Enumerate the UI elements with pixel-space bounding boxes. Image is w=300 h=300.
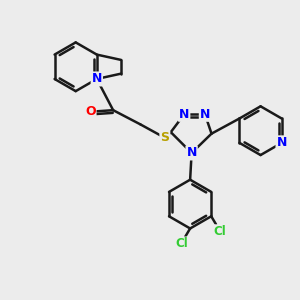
- Text: Cl: Cl: [176, 237, 188, 250]
- Text: O: O: [85, 105, 96, 118]
- Text: N: N: [277, 136, 287, 149]
- Text: N: N: [186, 146, 197, 160]
- Text: S: S: [160, 131, 169, 144]
- Text: N: N: [200, 108, 210, 121]
- Text: N: N: [179, 108, 189, 121]
- Text: N: N: [92, 73, 102, 85]
- Text: Cl: Cl: [213, 225, 226, 238]
